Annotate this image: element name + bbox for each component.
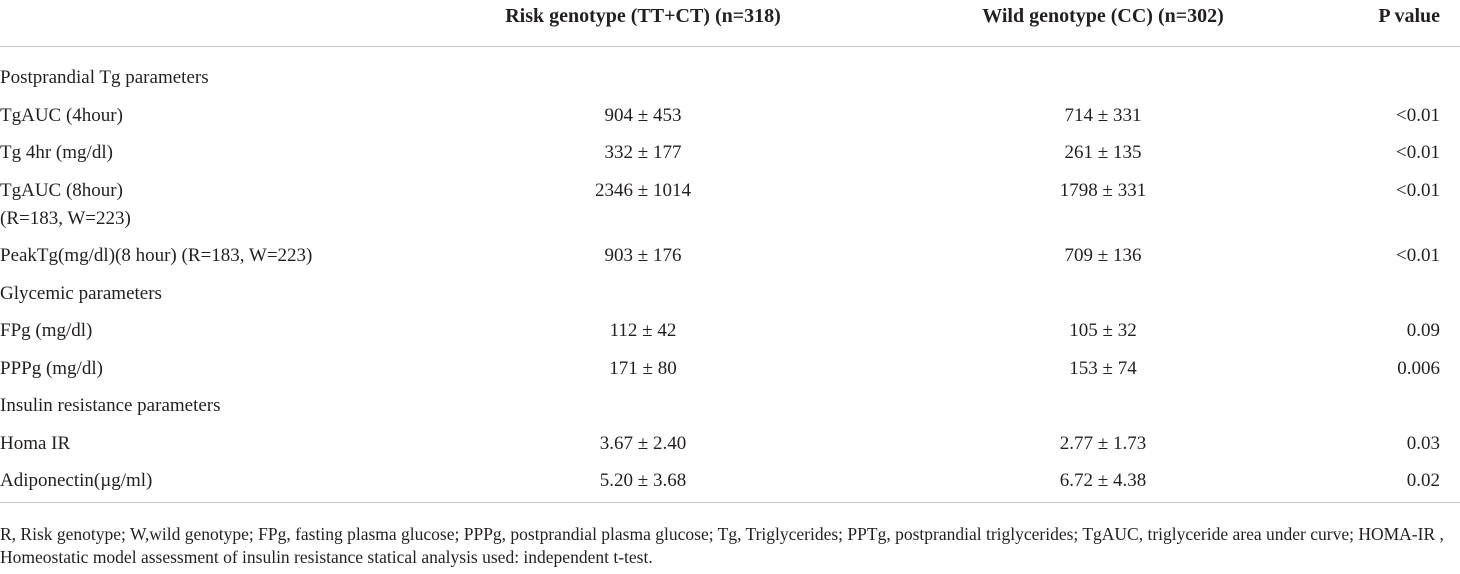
cell: 3.67 ± 2.40 <box>599 432 687 454</box>
cell: 153 ± 74 <box>1069 357 1137 379</box>
cell: <0.01 <box>1396 142 1440 163</box>
row-label: PPPg (mg/dl) <box>0 357 103 379</box>
header-cell: P value <box>1378 5 1440 27</box>
cell: 2346 ± 1014 <box>595 179 691 201</box>
row-label: TgAUC (8hour) <box>0 179 123 201</box>
cell: 5.20 ± 3.68 <box>599 470 687 491</box>
bottom-rule <box>0 502 1460 503</box>
cell: 0.02 <box>1406 470 1440 491</box>
cell: 709 ± 136 <box>1064 245 1142 266</box>
cell: 1798 ± 331 <box>1059 179 1147 201</box>
header-rule <box>0 46 1460 47</box>
cell: 105 ± 32 <box>1069 320 1137 341</box>
section-label: Glycemic parameters <box>0 282 162 304</box>
cell: 2.77 ± 1.73 <box>1059 432 1147 454</box>
row-label: FPg (mg/dl) <box>0 320 93 341</box>
row-label: (R=183, W=223) <box>0 207 131 229</box>
cell: 0.03 <box>1406 432 1440 454</box>
cell: 261 ± 135 <box>1064 142 1142 163</box>
row-label: TgAUC (4hour) <box>0 104 123 126</box>
row-label: Tg 4hr (mg/dl) <box>0 142 113 163</box>
cell: 6.72 ± 4.38 <box>1059 470 1147 491</box>
header-cell: Risk genotype (TT+CT) (n=318) <box>505 5 781 27</box>
cell: 112 ± 42 <box>609 320 677 341</box>
cell: 904 ± 453 <box>604 104 682 126</box>
footnote: R, Risk genotype; W,wild genotype; FPg, … <box>0 524 1444 567</box>
section-label: Postprandial Tg parameters <box>0 67 209 88</box>
cell: 332 ± 177 <box>604 142 682 163</box>
row-label: Adiponectin(µg/ml) <box>0 470 153 491</box>
cell: <0.01 <box>1396 245 1440 266</box>
cell: <0.01 <box>1396 179 1440 201</box>
header-cell: Wild genotype (CC) (n=302) <box>982 5 1224 27</box>
cell: 0.09 <box>1406 320 1440 341</box>
cell: 0.006 <box>1397 357 1440 379</box>
cell: 714 ± 331 <box>1064 104 1142 126</box>
cell: <0.01 <box>1396 104 1440 126</box>
section-label: Insulin resistance parameters <box>0 395 221 416</box>
cell: 171 ± 80 <box>609 357 677 379</box>
row-label: PeakTg(mg/dl)(8 hour) (R=183, W=223) <box>0 245 313 266</box>
cell: 903 ± 176 <box>604 245 682 266</box>
row-label: Homa IR <box>0 432 71 454</box>
